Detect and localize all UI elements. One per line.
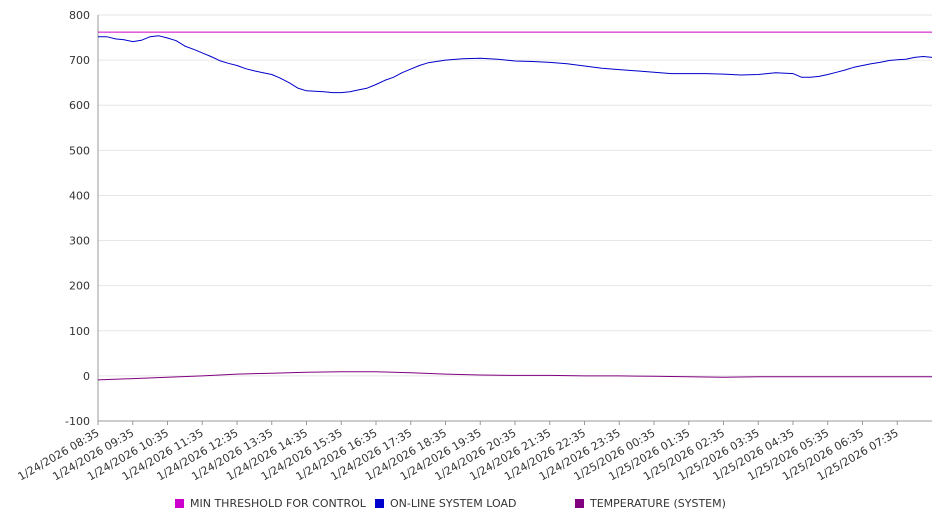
y-tick-label: 300 xyxy=(69,235,90,248)
y-tick-label: 200 xyxy=(69,280,90,293)
legend-item-min-threshold[interactable]: MIN THRESHOLD FOR CONTROL xyxy=(175,497,366,510)
legend-label-min-threshold: MIN THRESHOLD FOR CONTROL xyxy=(190,497,366,510)
legend-swatch-temperature xyxy=(575,499,584,508)
legend-swatch-system-load xyxy=(375,499,384,508)
legend-item-temperature[interactable]: TEMPERATURE (SYSTEM) xyxy=(575,497,726,510)
axes xyxy=(97,15,932,422)
legend-item-system-load[interactable]: ON-LINE SYSTEM LOAD xyxy=(375,497,516,510)
series-line-system-load xyxy=(98,35,933,94)
series-line-temperature xyxy=(97,371,932,381)
legend-label-system-load: ON-LINE SYSTEM LOAD xyxy=(390,497,517,510)
y-tick-label: 400 xyxy=(69,189,90,202)
y-tick-label: -100 xyxy=(65,415,90,428)
y-tick-label: 100 xyxy=(69,325,90,338)
y-tick-label: 800 xyxy=(69,9,90,22)
legend-swatch-min-threshold xyxy=(175,499,184,508)
grid-lines xyxy=(98,14,932,377)
series-lines xyxy=(97,31,933,381)
y-tick-label: 700 xyxy=(69,54,90,67)
y-tick-labels: -100 0 100 200 300 400 500 600 700 800 xyxy=(65,9,90,428)
legend-label-temperature: TEMPERATURE (SYSTEM) xyxy=(590,497,726,510)
x-tick-labels: 1/24/2026 08:351/24/2026 09:351/24/2026 … xyxy=(16,421,901,483)
y-tick-label: 0 xyxy=(83,370,90,383)
chart-legend: MIN THRESHOLD FOR CONTROL ON-LINE SYSTEM… xyxy=(0,497,946,515)
y-tick-label: 500 xyxy=(69,144,90,157)
y-tick-label: 600 xyxy=(69,99,90,112)
